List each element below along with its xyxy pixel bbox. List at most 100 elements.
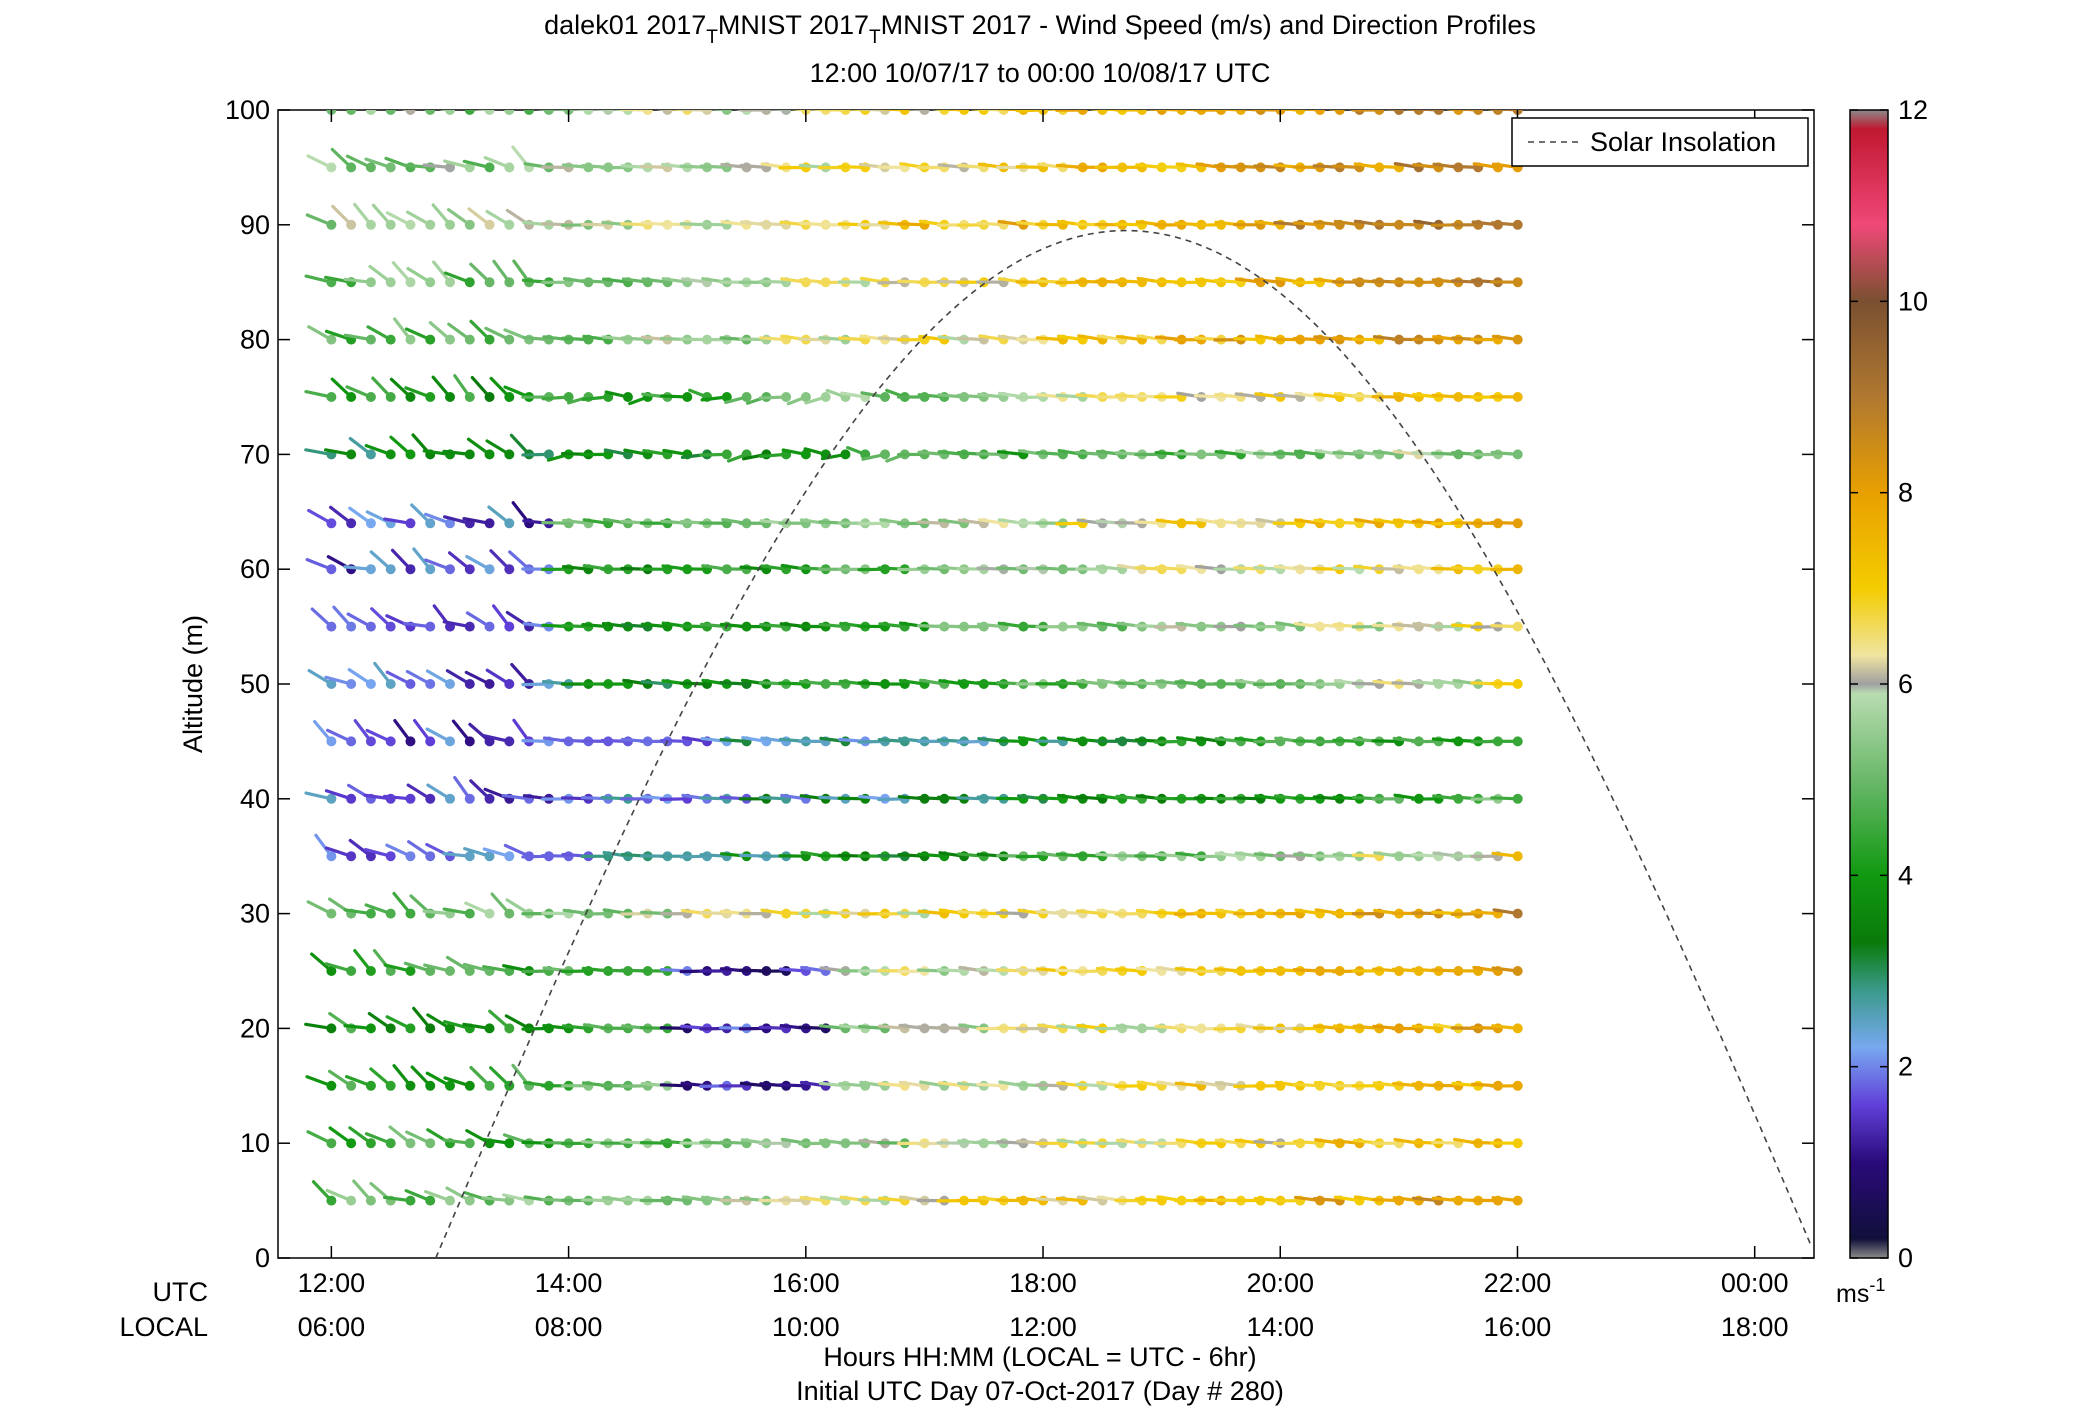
- wind-barb-dot: [346, 392, 357, 402]
- wind-barb-dot: [385, 162, 396, 173]
- x-tick-label-utc: 00:00: [1721, 1268, 1789, 1298]
- wind-barb: [364, 903, 396, 919]
- wind-barb-dot: [425, 679, 436, 689]
- wind-barb-dot: [504, 392, 515, 402]
- wind-barb-dot: [326, 966, 337, 976]
- wind-barb: [388, 1125, 416, 1149]
- wind-barb-dot: [425, 851, 436, 862]
- wind-barb-dot: [385, 679, 396, 689]
- colorbar-tick-label: 6: [1898, 669, 1913, 699]
- wind-barb: [485, 668, 515, 689]
- wind-barb: [1089, 110, 1108, 115]
- wind-barb-dot: [385, 334, 396, 345]
- wind-barb-dot: [1077, 110, 1088, 115]
- x-axis-label: Hours HH:MM (LOCAL = UTC - 6hr): [823, 1342, 1256, 1372]
- wind-barb: [1490, 793, 1523, 804]
- wind-barb-dot: [464, 564, 475, 575]
- wind-barbs-layer: [304, 110, 1523, 1206]
- wind-barb-dot: [445, 1195, 456, 1206]
- wind-barb: [522, 110, 535, 115]
- wind-barb-dot: [346, 1195, 357, 1206]
- wind-barb: [431, 375, 456, 402]
- wind-barb: [487, 505, 515, 529]
- wind-barb: [1445, 110, 1464, 115]
- wind-barb-dot: [346, 966, 357, 976]
- wind-barb-dot: [464, 1138, 475, 1149]
- wind-barb-dot: [326, 392, 337, 402]
- wind-barb: [383, 963, 416, 976]
- wind-barb: [352, 1179, 376, 1206]
- solar-insolation-curve: [435, 229, 1813, 1259]
- wind-barb: [324, 675, 357, 689]
- wind-barb-dot: [504, 518, 515, 529]
- wind-barb: [385, 670, 416, 689]
- wind-barb-dot: [484, 518, 495, 529]
- wind-barb: [390, 548, 416, 575]
- wind-barb: [465, 554, 495, 575]
- wind-barb-dot: [1512, 518, 1523, 529]
- wind-barb-dot: [484, 219, 495, 230]
- wind-barb-dot: [702, 110, 713, 115]
- wind-barb-dot: [346, 851, 357, 862]
- wind-barb: [413, 718, 436, 747]
- wind-barb-dot: [365, 908, 376, 919]
- wind-barb: [363, 847, 396, 862]
- wind-barb-dot: [504, 162, 515, 173]
- wind-barb-dot: [326, 334, 337, 345]
- wind-barb: [424, 1189, 456, 1206]
- wind-barb: [976, 110, 1009, 115]
- wind-barb-dot: [1492, 110, 1503, 115]
- wind-barb-dot: [365, 219, 376, 230]
- wind-barb: [447, 551, 475, 575]
- wind-barb-dot: [326, 1138, 337, 1149]
- x-axis-ticks: 12:00 06:00 14:00 08:00 16:00 10:00 18:00 12:00…: [298, 110, 1789, 1342]
- y-tick-label: 0: [255, 1243, 270, 1273]
- wind-barb: [463, 847, 495, 862]
- wind-barb: [393, 719, 416, 747]
- legend: Solar Insolation: [1511, 117, 1809, 167]
- wind-barb-dot: [405, 908, 416, 919]
- wind-barb-dot: [405, 277, 416, 288]
- wind-barb-dot: [425, 110, 436, 115]
- wind-barb-dot: [1374, 110, 1385, 115]
- wind-barb-dot: [464, 1080, 475, 1091]
- wind-barb-dot: [365, 277, 376, 288]
- wind-barb: [392, 891, 416, 919]
- wind-barb: [431, 203, 456, 230]
- wind-barb-dot: [800, 449, 811, 460]
- wind-barb-dot: [1235, 110, 1246, 115]
- wind-barb-dot: [1394, 110, 1405, 115]
- wind-barb-dot: [445, 162, 456, 173]
- wind-barb: [1412, 110, 1444, 115]
- wind-barb-dot: [365, 679, 376, 689]
- wind-barb: [391, 261, 416, 288]
- wind-barb-dot: [484, 449, 495, 460]
- wind-barb: [412, 547, 436, 575]
- wind-barb-shaft: [365, 110, 373, 112]
- colorbar-tick-label: 4: [1898, 860, 1913, 890]
- wind-barb-dot: [1512, 736, 1523, 747]
- wind-barb: [383, 1195, 416, 1206]
- wind-barb: [373, 661, 396, 689]
- y-axis-ticks: 0 10 20 30 40 50 60 70 80 90 100: [225, 95, 1814, 1273]
- wind-barb-dot: [899, 110, 910, 115]
- wind-barb-dot: [464, 449, 475, 460]
- wind-barb: [426, 783, 456, 804]
- wind-barb: [428, 321, 456, 345]
- wind-barb: [310, 607, 337, 632]
- colorbar-tick-label: 12: [1898, 95, 1928, 125]
- wind-barb: [1273, 110, 1306, 115]
- wind-barb-shaft: [522, 110, 531, 112]
- wind-barb-dot: [464, 736, 475, 747]
- wind-barb-dot: [543, 110, 554, 115]
- x-axis-label-initial-day: Initial UTC Day 07-Oct-2017 (Day # 280): [796, 1376, 1284, 1406]
- wind-barb: [343, 277, 376, 288]
- wind-barb: [312, 719, 337, 747]
- wind-barb: [392, 1064, 416, 1091]
- wind-barb: [364, 1132, 396, 1149]
- wind-barb: [442, 1138, 475, 1149]
- wind-barb: [521, 449, 554, 460]
- wind-barb: [348, 506, 376, 529]
- wind-barb: [385, 843, 416, 862]
- wind-barb: [469, 262, 495, 288]
